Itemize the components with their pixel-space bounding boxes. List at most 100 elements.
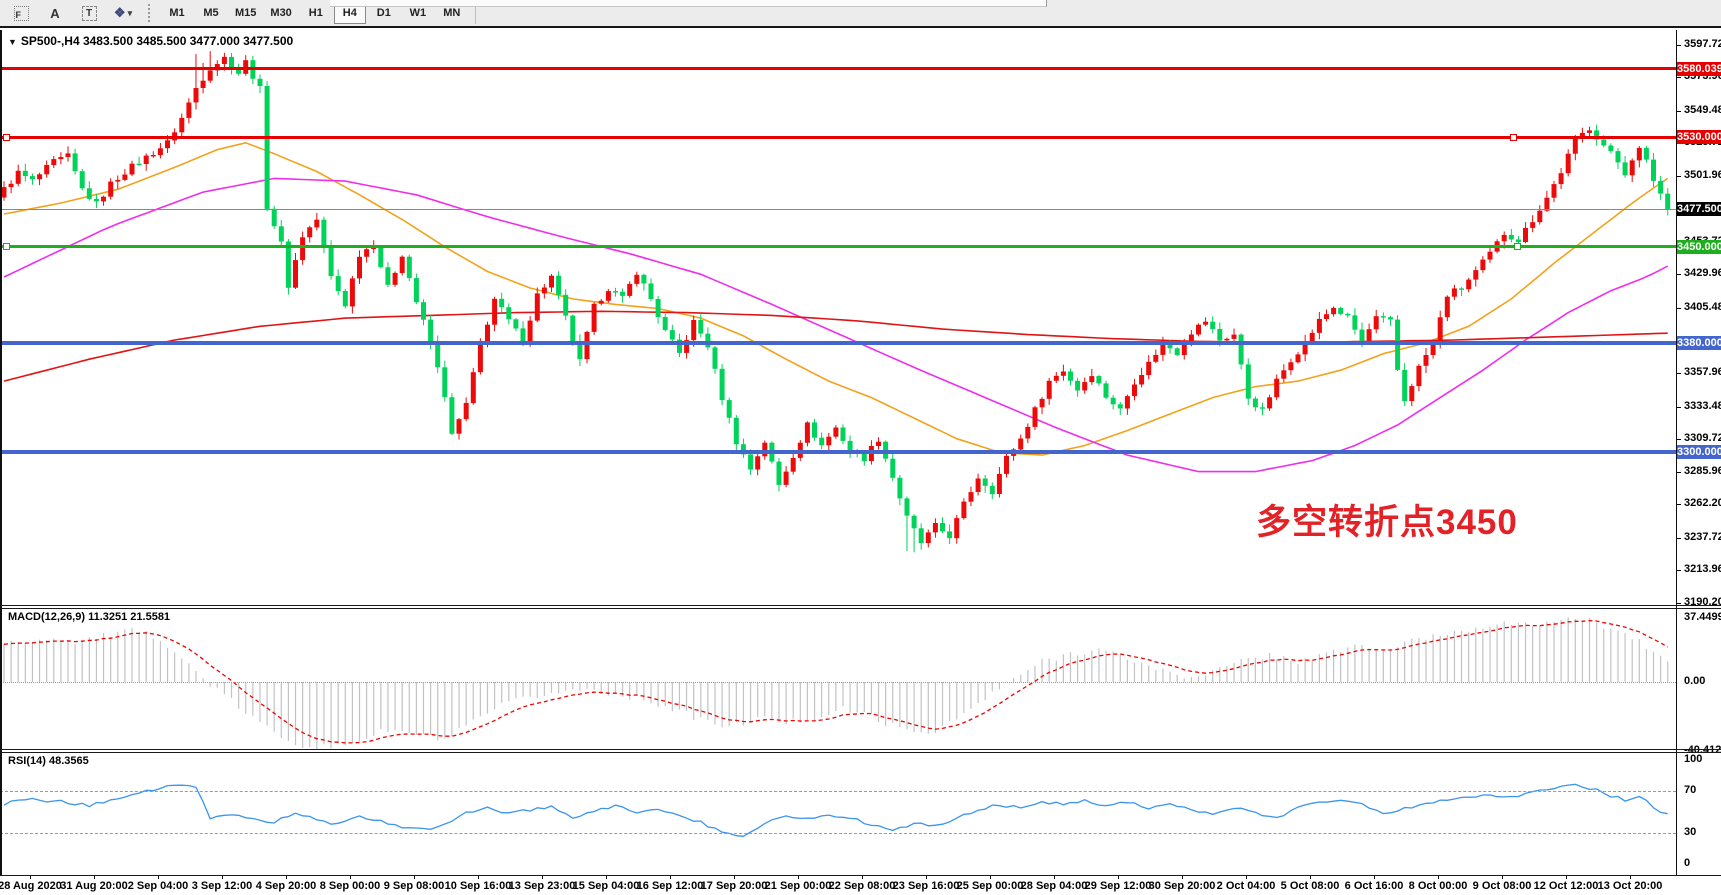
window-chrome-strip <box>330 0 1047 7</box>
price-tick-label: 3501.960 <box>1684 168 1721 181</box>
text-annotation-icon[interactable]: A <box>50 5 60 21</box>
price-badge: 3380.000 <box>1677 335 1721 350</box>
line-handle[interactable] <box>3 243 10 251</box>
date-label: 13 Oct 20:00 <box>1597 880 1663 892</box>
price-tick-label: 3237.720 <box>1684 530 1721 543</box>
date-tick <box>1374 875 1375 879</box>
toolbar-separator <box>474 2 476 24</box>
collapse-icon[interactable]: ▼ <box>8 37 17 47</box>
chart-title: SP500-,H4 3483.500 3485.500 3477.000 347… <box>20 34 294 48</box>
date-label: 4 Sep 20:00 <box>255 880 317 892</box>
price-tick <box>1676 44 1681 46</box>
macd-zero-line <box>0 682 1676 683</box>
horizontal-level-line[interactable] <box>0 340 1676 345</box>
price-tick-label: 3405.480 <box>1684 300 1721 313</box>
date-tick <box>222 875 223 879</box>
date-label: 12 Oct 12:00 <box>1533 880 1599 892</box>
price-badge: 3530.000 <box>1677 130 1721 145</box>
horizontal-level-line[interactable] <box>0 67 1676 71</box>
line-handle[interactable] <box>3 133 10 141</box>
price-tick <box>1676 406 1681 408</box>
price-tick <box>1676 77 1681 78</box>
price-tick-label: 3357.960 <box>1684 366 1721 378</box>
date-tick <box>286 875 287 879</box>
annotation-text[interactable]: 多空转折点3450 <box>1256 503 1518 542</box>
price-tick <box>1676 307 1681 309</box>
date-label: 2 Sep 04:00 <box>127 880 189 892</box>
macd-indicator-label: MACD(12,26,9) 11.3251 21.5581 <box>8 611 171 623</box>
date-label: 2 Oct 04:00 <box>1216 880 1276 892</box>
date-tick <box>414 875 415 879</box>
pane-separator <box>0 749 1721 750</box>
date-tick <box>798 875 799 879</box>
price-tick <box>1676 471 1681 473</box>
date-label: 21 Sep 00:00 <box>764 880 832 892</box>
rsi-level-line <box>0 791 1676 793</box>
line-handle[interactable] <box>1514 243 1521 251</box>
date-label: 29 Sep 12:00 <box>1084 880 1152 892</box>
date-label: 6 Oct 16:00 <box>1344 880 1404 892</box>
timeframe-button-m15[interactable]: M15 <box>235 7 257 19</box>
horizontal-level-line[interactable] <box>0 450 1676 455</box>
fibonacci-tool-icon[interactable]: F <box>5 2 37 24</box>
date-tick <box>862 875 863 879</box>
date-tick <box>350 875 351 879</box>
date-tick <box>478 875 479 879</box>
timeframe-button-m1[interactable]: M1 <box>169 7 185 19</box>
macd-tick-label: 37.4499 <box>1684 611 1721 624</box>
rsi-tick-label: 0 <box>1684 857 1691 869</box>
timeframe-button-m30[interactable]: M30 <box>270 7 292 19</box>
date-label: 28 Aug 2020 <box>0 880 62 892</box>
date-label: 9 Sep 08:00 <box>383 880 445 892</box>
date-tick <box>1438 875 1439 879</box>
mid-ma-line <box>3 177 1669 473</box>
price-tick <box>1676 110 1681 112</box>
date-label: 13 Sep 23:00 <box>508 880 576 892</box>
date-tick <box>734 875 735 879</box>
price-tick <box>1676 439 1681 441</box>
price-tick-label: 3309.720 <box>1684 432 1721 445</box>
price-badge: 3477.500 <box>1677 202 1721 217</box>
pane-separator <box>0 605 1721 606</box>
rsi-indicator-label: RSI(14) 48.3565 <box>8 755 89 767</box>
shapes-tool-icon[interactable]: ❖ ▾ <box>113 5 133 20</box>
current-price-line <box>0 209 1676 211</box>
timeframe-button-m5[interactable]: M5 <box>203 7 219 19</box>
price-tick <box>1676 570 1681 572</box>
price-tick-label: 3597.720 <box>1684 37 1721 50</box>
rsi-tick-label: 70 <box>1684 784 1697 797</box>
horizontal-level-line[interactable] <box>0 135 1676 139</box>
text-label-icon[interactable]: T <box>73 2 105 24</box>
price-tick-label: 3549.480 <box>1684 103 1721 116</box>
price-tick <box>1676 373 1681 374</box>
timeframe-button-d1[interactable]: D1 <box>376 7 391 19</box>
timeframe-button-h1[interactable]: H1 <box>308 7 323 19</box>
date-tick <box>926 875 927 879</box>
date-tick <box>94 875 95 879</box>
date-tick <box>1118 875 1119 879</box>
toolbar-grip[interactable] <box>148 4 154 22</box>
date-tick <box>1502 875 1503 879</box>
time-axis[interactable] <box>0 876 1721 895</box>
pane-separator <box>0 752 1721 753</box>
date-tick <box>30 875 31 879</box>
date-label: 8 Sep 00:00 <box>319 880 381 892</box>
date-tick <box>1182 875 1183 879</box>
price-tick-label: 3262.200 <box>1684 497 1721 510</box>
price-tick-label: 3285.960 <box>1684 464 1721 477</box>
price-badge: 3300.000 <box>1677 445 1721 460</box>
date-tick <box>1054 875 1055 879</box>
line-handle[interactable] <box>1510 133 1517 141</box>
date-label: 16 Sep 12:00 <box>636 880 704 892</box>
horizontal-level-line[interactable] <box>0 245 1676 249</box>
timeframe-button-w1[interactable]: W1 <box>409 7 427 19</box>
chevron-down-icon[interactable]: ▾ <box>127 7 133 18</box>
price-tick-label: 3429.960 <box>1684 267 1721 280</box>
price-badge: 3580.039 <box>1677 61 1721 76</box>
date-tick <box>158 875 159 879</box>
timeframe-button-mn[interactable]: MN <box>443 7 461 19</box>
price-tick <box>1676 602 1681 604</box>
price-tick-label: 3333.480 <box>1684 399 1721 412</box>
